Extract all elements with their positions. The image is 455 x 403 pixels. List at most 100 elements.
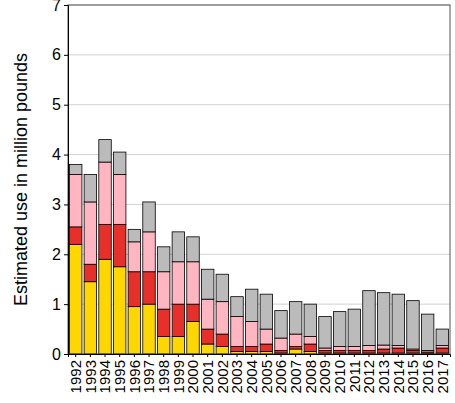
- bar: [201, 269, 213, 299]
- y-tick-label: 2: [52, 246, 61, 263]
- y-tick: 1: [52, 296, 68, 313]
- bar: [157, 272, 169, 309]
- y-tick: 5: [52, 96, 68, 113]
- y-tick-mark: [64, 105, 68, 106]
- x-tick-mark: [310, 354, 311, 357]
- bar: [260, 294, 272, 329]
- bar: [143, 304, 155, 354]
- grid: [68, 5, 450, 354]
- x-tick-mark: [75, 354, 76, 357]
- bar: [99, 162, 111, 224]
- bar: [216, 347, 228, 354]
- bar: [69, 175, 81, 227]
- bar: [436, 329, 448, 345]
- y-tick-mark: [64, 5, 68, 6]
- bar: [172, 304, 184, 336]
- x-tick-mark: [134, 354, 135, 357]
- bar: [143, 202, 155, 232]
- x-tick-mark: [324, 354, 325, 357]
- x-tick-mark: [105, 354, 106, 357]
- bar: [348, 309, 360, 346]
- bar: [289, 334, 301, 346]
- bar: [84, 202, 96, 264]
- y-tick-label: 1: [52, 296, 61, 313]
- bar: [187, 262, 199, 304]
- series: [69, 140, 448, 351]
- bar: [143, 232, 155, 272]
- x-tick-label: 2017: [434, 360, 451, 393]
- y-tick-label: 0: [52, 346, 61, 363]
- x-tick-mark: [442, 354, 443, 357]
- x-tick-mark: [207, 354, 208, 357]
- bar: [201, 329, 213, 344]
- bar: [231, 347, 243, 352]
- series: [69, 162, 448, 352]
- bar: [333, 312, 345, 347]
- bar: [216, 302, 228, 334]
- bar: [289, 302, 301, 334]
- bar: [245, 322, 257, 347]
- x-tick-mark: [90, 354, 91, 357]
- bar: [260, 344, 272, 351]
- y-axis: 01234567: [52, 0, 68, 363]
- bar: [157, 309, 169, 336]
- x-tick-mark: [193, 354, 194, 357]
- bar: [128, 307, 140, 354]
- x-tick-mark: [119, 354, 120, 357]
- bar: [128, 229, 140, 241]
- bar: [275, 338, 287, 350]
- bar: [377, 345, 389, 349]
- bar: [99, 259, 111, 354]
- x-tick-mark: [280, 354, 281, 357]
- x-tick-mark: [266, 354, 267, 357]
- bar: [201, 299, 213, 329]
- bar: [128, 272, 140, 307]
- bar: [407, 301, 419, 349]
- x-tick-mark: [251, 354, 252, 357]
- y-tick-mark: [64, 254, 68, 255]
- bar: [392, 348, 404, 353]
- bar: [319, 317, 331, 348]
- bar: [84, 264, 96, 281]
- y-tick-label: 6: [52, 46, 61, 63]
- bar: [289, 349, 301, 354]
- y-tick-label: 3: [52, 196, 61, 213]
- bar: [113, 267, 125, 354]
- bar: [172, 262, 184, 304]
- bar: [275, 311, 287, 338]
- bars: [69, 140, 448, 354]
- y-tick-mark: [64, 204, 68, 205]
- x-tick-mark: [398, 354, 399, 357]
- bar: [377, 293, 389, 345]
- y-axis-line: [64, 6, 69, 355]
- x-tick-mark: [178, 354, 179, 357]
- plot: 0123456719921993199419951996199719981999…: [52, 0, 450, 393]
- grid-line: [68, 104, 450, 105]
- bar: [84, 282, 96, 354]
- bar: [333, 347, 345, 351]
- y-tick: 2: [52, 246, 68, 263]
- bar: [84, 175, 96, 202]
- bar: [231, 317, 243, 347]
- bar: [69, 165, 81, 175]
- x-axis: 1992199319941995199619971998199920002001…: [67, 354, 451, 393]
- bar: [69, 244, 81, 354]
- bar: [172, 232, 184, 262]
- x-tick-mark: [412, 354, 413, 357]
- bar: [304, 344, 316, 351]
- y-tick-mark: [64, 155, 68, 156]
- y-axis-title: Estimated use in million pounds: [11, 53, 31, 306]
- x-tick-mark: [339, 354, 340, 357]
- bar: [113, 152, 125, 174]
- bar: [363, 346, 375, 351]
- x-tick: 2017: [434, 354, 451, 393]
- x-tick-mark: [237, 354, 238, 357]
- bar: [348, 347, 360, 351]
- bar: [113, 224, 125, 266]
- chart: 0123456719921993199419951996199719981999…: [0, 0, 455, 403]
- x-axis-line: [69, 355, 451, 358]
- bar: [157, 247, 169, 272]
- y-tick-label: 7: [52, 0, 61, 14]
- bar: [187, 304, 199, 321]
- y-tick: 7: [52, 0, 68, 14]
